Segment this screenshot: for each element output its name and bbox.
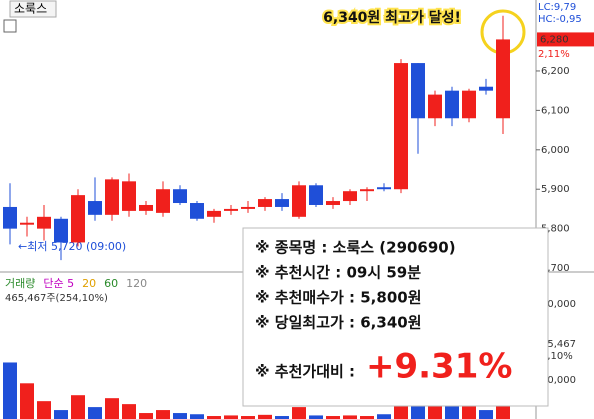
info-line: ※ 추천시간 : 09시 59분: [255, 264, 421, 282]
candle-body: [241, 206, 255, 209]
low-annotation: ←최저 5,720 (09:00): [18, 240, 126, 253]
candle-body: [479, 86, 493, 91]
volume-bar: [71, 395, 85, 419]
y-tick-label: 6,200: [541, 66, 570, 77]
price-box: [537, 32, 594, 47]
candle-body: [258, 199, 272, 207]
volume-legend: 120: [126, 277, 147, 290]
volume-bar: [343, 415, 357, 419]
volume-bar: [309, 415, 323, 419]
candle-body: [156, 189, 170, 213]
candle-body: [3, 206, 17, 229]
candle-body: [173, 189, 187, 204]
candle-body: [88, 201, 102, 215]
volume-axis-label: 50,000: [541, 375, 576, 386]
volume-bar: [173, 413, 187, 419]
candle-body: [54, 218, 68, 243]
candle-body: [105, 179, 119, 215]
stock-tab[interactable]: [9, 0, 57, 18]
candle-body: [37, 216, 51, 229]
candle-body: [496, 39, 510, 119]
volume-bar: [462, 404, 476, 419]
volume-bar: [88, 407, 102, 419]
volume-bar: [360, 416, 374, 419]
stock-tab-label: 소룩스: [14, 2, 47, 16]
volume-legend: 60: [104, 277, 118, 290]
volume-bar: [258, 414, 272, 419]
candle-body: [462, 90, 476, 119]
volume-bar: [20, 383, 34, 419]
volume-bar: [156, 410, 170, 419]
high-annotation: 6,340원 최고가 달성!: [323, 10, 461, 26]
candle-body: [360, 189, 374, 192]
volume-bar: [105, 398, 119, 419]
volume-axis-label: 4,10%: [541, 351, 573, 362]
price-label: 6,280: [540, 34, 569, 45]
candle-body: [343, 191, 357, 202]
candle-body: [326, 201, 340, 205]
status: HC:-0,95: [538, 14, 582, 25]
compare-value: +9.31%: [366, 347, 512, 387]
info-box: [242, 227, 549, 407]
info-line: ※ 당일최고가 : 6,340원: [255, 314, 422, 332]
candle-body: [428, 94, 442, 119]
volume-bar: [122, 404, 136, 419]
candle-body: [20, 222, 34, 225]
y-tick-label: 5,700: [541, 263, 570, 274]
volume-bar: [190, 414, 204, 419]
info-line: ※ 추천가대비 :: [255, 363, 355, 381]
volume-bar: [241, 416, 255, 419]
candle-body: [411, 63, 425, 119]
candle-body: [207, 210, 221, 217]
volume-bar: [377, 414, 391, 419]
candle-body: [292, 185, 306, 217]
volume-summary: 465,467주(254,10%): [5, 293, 108, 304]
volume-legend: 거래량: [5, 277, 35, 290]
y-tick-label: 6,000: [541, 145, 570, 156]
info-line: ※ 종목명 : 소룩스 (290690): [255, 239, 456, 257]
volume-bar: [292, 407, 306, 419]
candle-body: [122, 181, 136, 211]
candle-body: [190, 203, 204, 219]
volume-bar: [3, 362, 17, 419]
candle-body: [377, 187, 391, 190]
candle-body: [394, 63, 408, 190]
volume-bar: [37, 401, 51, 419]
volume-bar: [224, 415, 238, 419]
candle-body: [139, 204, 153, 211]
candle-body: [275, 199, 289, 207]
candle-body: [309, 185, 323, 205]
volume-bar: [54, 410, 68, 419]
volume-axis-label: 50,000: [541, 299, 576, 310]
change: 2,11%: [538, 49, 570, 60]
volume-legend: 단순 5: [43, 277, 74, 290]
status: LC:9,79: [538, 2, 576, 13]
volume-axis-label: 65,467: [541, 339, 576, 350]
grid-icon[interactable]: [3, 19, 17, 33]
volume-bar: [139, 413, 153, 419]
volume-bar: [207, 416, 221, 419]
volume-bar: [275, 416, 289, 419]
y-tick-label: 5,900: [541, 184, 570, 195]
volume-bar: [479, 410, 493, 419]
volume-bar: [326, 416, 340, 419]
y-tick-label: 6,100: [541, 105, 570, 116]
y-tick-label: 5,800: [541, 224, 570, 235]
volume-legend: 20: [82, 277, 96, 290]
candle-body: [71, 195, 85, 243]
candle-body: [224, 208, 238, 211]
info-line: ※ 추천매수가 : 5,800원: [255, 289, 422, 307]
candle-body: [445, 90, 459, 119]
